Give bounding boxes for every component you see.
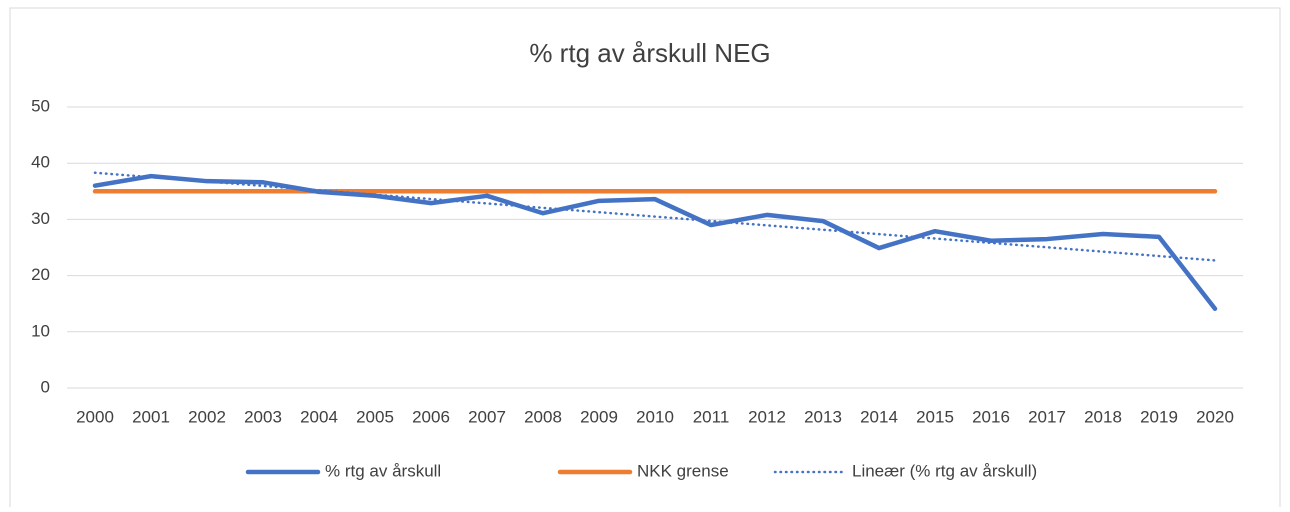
x-tick-label: 2010 [636, 407, 674, 426]
x-tick-label: 2014 [860, 407, 898, 426]
x-tick-label: 2009 [580, 407, 618, 426]
y-tick-label: 20 [31, 265, 50, 284]
x-tick-label: 2012 [748, 407, 786, 426]
x-tick-label: 2019 [1140, 407, 1178, 426]
x-tick-label: 2018 [1084, 407, 1122, 426]
legend-label: Lineær (% rtg av årskull) [852, 461, 1037, 480]
legend-label: NKK grense [637, 461, 729, 480]
x-tick-label: 2007 [468, 407, 506, 426]
chart-border [9, 7, 1281, 512]
x-tick-label: 2004 [300, 407, 338, 426]
x-tick-label: 2008 [524, 407, 562, 426]
x-tick-label: 2015 [916, 407, 954, 426]
x-tick-label: 2020 [1196, 407, 1234, 426]
x-tick-label: 2016 [972, 407, 1010, 426]
chart-title: % rtg av årskull NEG [529, 38, 770, 68]
x-tick-label: 2000 [76, 407, 114, 426]
x-tick-label: 2005 [356, 407, 394, 426]
x-tick-label: 2013 [804, 407, 842, 426]
x-tick-label: 2003 [244, 407, 282, 426]
series-line [93, 171, 1217, 262]
legend-label: % rtg av årskull [325, 461, 441, 480]
x-tick-label: 2011 [693, 407, 730, 426]
x-tick-label: 2017 [1028, 407, 1066, 426]
y-tick-label: 40 [31, 153, 50, 172]
y-tick-label: 30 [31, 209, 50, 228]
x-tick-label: 2001 [132, 407, 170, 426]
y-tick-label: 10 [31, 321, 50, 340]
y-tick-label: 0 [41, 377, 50, 396]
series-line [92, 173, 1218, 312]
x-tick-label: 2006 [412, 407, 450, 426]
x-tick-label: 2002 [188, 407, 226, 426]
y-tick-label: 50 [31, 96, 50, 115]
